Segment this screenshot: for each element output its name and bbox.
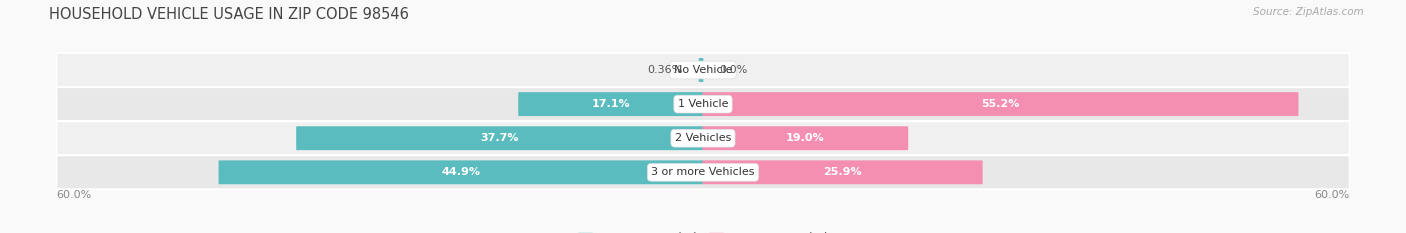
- Text: 0.36%: 0.36%: [648, 65, 683, 75]
- Text: 44.9%: 44.9%: [441, 167, 481, 177]
- Text: Source: ZipAtlas.com: Source: ZipAtlas.com: [1253, 7, 1364, 17]
- Text: 37.7%: 37.7%: [481, 133, 519, 143]
- Text: 25.9%: 25.9%: [824, 167, 862, 177]
- Legend: Owner-occupied, Renter-occupied: Owner-occupied, Renter-occupied: [572, 228, 834, 233]
- Text: HOUSEHOLD VEHICLE USAGE IN ZIP CODE 98546: HOUSEHOLD VEHICLE USAGE IN ZIP CODE 9854…: [49, 7, 409, 22]
- Text: 19.0%: 19.0%: [786, 133, 825, 143]
- FancyBboxPatch shape: [703, 126, 908, 150]
- FancyBboxPatch shape: [297, 126, 703, 150]
- Text: 60.0%: 60.0%: [1315, 190, 1350, 200]
- Text: 3 or more Vehicles: 3 or more Vehicles: [651, 167, 755, 177]
- Text: No Vehicle: No Vehicle: [673, 65, 733, 75]
- FancyBboxPatch shape: [56, 87, 1350, 121]
- Text: 1 Vehicle: 1 Vehicle: [678, 99, 728, 109]
- Text: 60.0%: 60.0%: [56, 190, 91, 200]
- Text: 2 Vehicles: 2 Vehicles: [675, 133, 731, 143]
- FancyBboxPatch shape: [699, 58, 703, 82]
- Text: 17.1%: 17.1%: [592, 99, 630, 109]
- FancyBboxPatch shape: [56, 155, 1350, 189]
- Text: 0.0%: 0.0%: [720, 65, 748, 75]
- FancyBboxPatch shape: [703, 92, 1299, 116]
- Text: 55.2%: 55.2%: [981, 99, 1019, 109]
- FancyBboxPatch shape: [703, 160, 983, 184]
- FancyBboxPatch shape: [519, 92, 703, 116]
- FancyBboxPatch shape: [56, 121, 1350, 155]
- FancyBboxPatch shape: [56, 53, 1350, 87]
- FancyBboxPatch shape: [218, 160, 703, 184]
